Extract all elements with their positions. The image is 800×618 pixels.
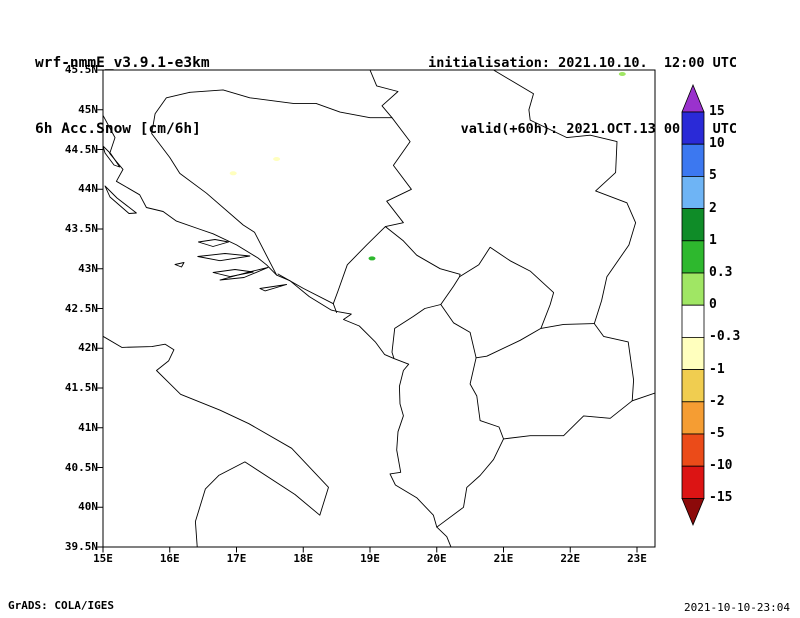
lon-tick-label: 22E <box>560 552 581 565</box>
lat-tick-label: 45N <box>78 102 98 116</box>
lat-tick-label: 43.5N <box>64 222 98 235</box>
lon-tick-label: 23E <box>627 552 647 565</box>
coastlines-and-borders <box>103 70 655 547</box>
colorbar-level-label: 0 <box>709 297 717 313</box>
colorbar-segment <box>681 208 705 242</box>
colorbar-level-label: 15 <box>709 104 725 119</box>
lon-tick-label: 17E <box>226 552 247 565</box>
colorbar-level-label: 5 <box>709 168 717 184</box>
colorbar-level-label: -2 <box>709 393 725 409</box>
colorbar-segment <box>681 336 705 370</box>
bosnia-north-border <box>189 89 393 119</box>
colorbar-level-label: -1 <box>709 361 725 377</box>
island-brac <box>197 239 229 247</box>
lat-tick-label: 42.5N <box>64 301 98 315</box>
init-time-line: initialisation: 2021.10.10. 12:00 UTC <box>428 55 737 71</box>
lat-tick-label: 43N <box>78 261 98 275</box>
croatia-serbia-border <box>369 70 399 119</box>
albania-macedonia-border <box>469 357 504 440</box>
colorbar-level-label: 10 <box>709 136 725 152</box>
colorbar-level-label: -5 <box>709 426 725 441</box>
lon-tick-label: 19E <box>360 552 380 565</box>
colorbar-segment <box>681 304 705 338</box>
lat-tick-label: 44.5N <box>64 142 98 156</box>
colorbar-segment <box>681 433 705 467</box>
lon-tick-label: 18E <box>293 552 314 565</box>
axis-ticks <box>97 69 638 553</box>
island-vis <box>174 262 185 268</box>
island-pag <box>103 145 121 168</box>
lat-tick-label: 40N <box>78 500 98 514</box>
colorbar-segment <box>681 240 705 274</box>
colorbar-arrow-top <box>681 84 705 113</box>
model-title: wrf-nmmE_v3.9.1-e3km <box>35 55 210 71</box>
colorbar-segment <box>681 369 705 403</box>
colorbar-segment <box>681 176 705 210</box>
lat-tick-label: 45.5N <box>64 63 98 76</box>
lat-tick-label: 42N <box>78 341 98 355</box>
colorbar-segment <box>681 272 705 306</box>
lat-tick-label: 39.5N <box>64 540 98 553</box>
colorbar-segment <box>681 143 705 177</box>
colorbar-level-label: -10 <box>709 458 733 474</box>
snow-data-point <box>618 72 626 76</box>
bulgaria-greece-border <box>631 392 655 402</box>
colorbar-arrow-bottom <box>681 497 705 526</box>
bosnia-east-border <box>332 117 412 313</box>
serbia-romania-bulgaria-border <box>493 70 637 325</box>
serbia-macedonia-border <box>540 323 595 329</box>
snow-data-point <box>273 157 281 161</box>
snow-data-point <box>368 256 376 261</box>
colorbar-level-label: 1 <box>709 232 717 248</box>
snow-data-point <box>229 171 237 176</box>
montenegro-albania-border <box>391 304 442 360</box>
albania-greece-border <box>436 438 504 528</box>
island-korcula <box>212 269 254 278</box>
adriatic-east-coastline <box>103 114 452 547</box>
italian-coastline <box>103 335 329 547</box>
colorbar-level-label: 0.3 <box>709 265 733 280</box>
lat-tick-label: 41N <box>78 420 98 434</box>
grads-credit: GrADS: COLA/IGES <box>8 599 114 612</box>
creation-timestamp: 2021-10-10-23:04 <box>684 601 790 614</box>
dubrovnik-strip-border <box>277 273 334 305</box>
field-title: 6h Acc.Snow [cm/6h] <box>35 121 201 137</box>
peljesac-peninsula <box>219 267 269 281</box>
island-mljet <box>259 284 288 292</box>
lat-tick-label: 44N <box>78 182 98 196</box>
colorbar-level-label: -0.3 <box>709 329 741 345</box>
kosovo-border <box>440 246 555 359</box>
lon-tick-label: 15E <box>93 552 113 565</box>
lat-tick-label: 41.5N <box>64 381 98 394</box>
lon-tick-label: 16E <box>159 552 180 565</box>
lon-tick-label: 21E <box>493 552 514 565</box>
colorbar-level-label: 2 <box>709 200 717 216</box>
colorbar-segment <box>681 111 705 145</box>
macedonia-bulgaria-greece-border <box>503 323 635 440</box>
title-block: wrf-nmmE_v3.9.1-e3km 6h Acc.Snow [cm/6h] <box>35 8 210 184</box>
croatia-bosnia-border <box>151 91 278 276</box>
snow-data-points <box>229 72 626 261</box>
colorbar <box>681 84 705 526</box>
colorbar-segment <box>681 401 705 435</box>
lat-tick-label: 40.5N <box>64 460 98 474</box>
map-plot <box>97 69 656 553</box>
colorbar-level-label: -15 <box>709 490 733 506</box>
lon-tick-label: 20E <box>426 552 447 565</box>
colorbar-segment <box>681 465 705 499</box>
island-dugi-otok <box>104 185 137 214</box>
map-frame <box>102 69 656 548</box>
island-hvar <box>197 253 251 262</box>
montenegro-serbia-border <box>384 226 461 278</box>
